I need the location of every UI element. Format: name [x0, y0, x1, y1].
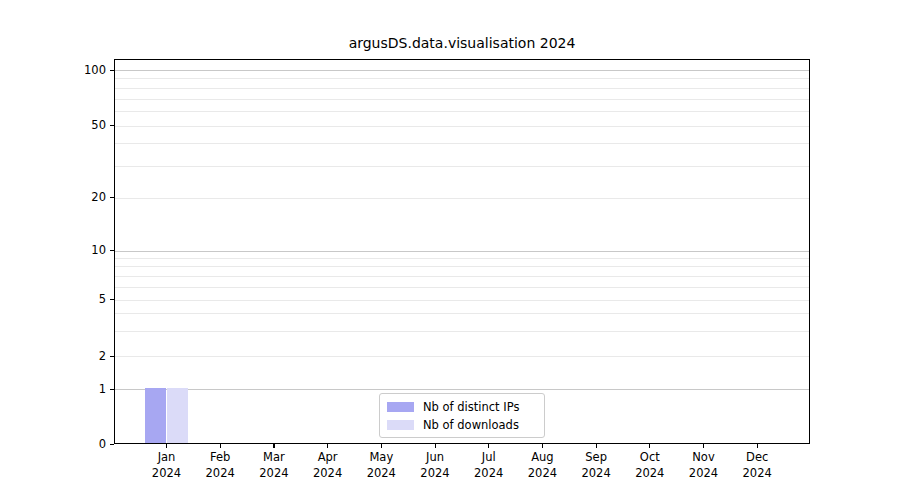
y-tick-mark-10	[110, 250, 114, 251]
x-tick-mark-jun-2024	[435, 444, 436, 448]
gridline-y-50	[115, 126, 809, 127]
y-tick-mark-1	[110, 389, 114, 390]
gridline-y-10	[115, 251, 809, 252]
legend-swatch-distinct-ips	[387, 402, 414, 412]
y-tick-label-2: 2	[30, 348, 106, 364]
y-tick-mark-100	[110, 70, 114, 71]
chart-figure: argusDS.data.visualisation 2024 Nb of di…	[0, 0, 900, 500]
legend-label-downloads: Nb of downloads	[423, 418, 519, 432]
bar-nb-of-downloads-jan-2024	[167, 388, 189, 443]
y-tick-label-50: 50	[30, 117, 106, 133]
gridline-y-7	[115, 276, 809, 277]
y-tick-label-10: 10	[30, 242, 106, 258]
x-tick-mark-nov-2024	[703, 444, 704, 448]
legend: Nb of distinct IPs Nb of downloads	[379, 393, 545, 438]
x-tick-mark-sep-2024	[596, 444, 597, 448]
x-tick-label-dec-2024: Dec 2024	[725, 450, 789, 481]
x-tick-mark-aug-2024	[542, 444, 543, 448]
gridline-y-40	[115, 143, 809, 144]
legend-label-distinct-ips: Nb of distinct IPs	[423, 400, 519, 414]
x-tick-mark-feb-2024	[220, 444, 221, 448]
gridline-y-100	[115, 70, 809, 71]
y-tick-label-1: 1	[30, 381, 106, 397]
y-tick-mark-50	[110, 125, 114, 126]
gridline-y-90	[115, 78, 809, 79]
legend-swatch-downloads	[387, 420, 414, 430]
gridline-y-6	[115, 287, 809, 288]
y-tick-label-0: 0	[30, 436, 106, 452]
chart-title: argusDS.data.visualisation 2024	[114, 35, 810, 51]
y-tick-label-20: 20	[30, 189, 106, 205]
y-tick-mark-0	[110, 444, 114, 445]
gridline-y-80	[115, 88, 809, 89]
x-tick-mark-jan-2024	[166, 444, 167, 448]
gridline-y-60	[115, 111, 809, 112]
x-tick-mark-jul-2024	[488, 444, 489, 448]
gridline-y-8	[115, 266, 809, 267]
gridline-y-9	[115, 258, 809, 259]
gridline-y-70	[115, 99, 809, 100]
gridline-y-1	[115, 389, 809, 390]
legend-entry-downloads: Nb of downloads	[387, 418, 537, 432]
legend-entry-distinct-ips: Nb of distinct IPs	[387, 400, 537, 414]
gridline-y-30	[115, 166, 809, 167]
gridline-y-3	[115, 331, 809, 332]
bar-nb-of-distinct-ips-jan-2024	[145, 388, 167, 443]
x-tick-mark-mar-2024	[273, 444, 274, 448]
y-tick-mark-20	[110, 197, 114, 198]
y-tick-mark-2	[110, 356, 114, 357]
x-tick-mark-oct-2024	[649, 444, 650, 448]
x-tick-mark-dec-2024	[757, 444, 758, 448]
x-tick-mark-apr-2024	[327, 444, 328, 448]
gridline-y-4	[115, 313, 809, 314]
y-tick-label-5: 5	[30, 291, 106, 307]
gridline-y-20	[115, 198, 809, 199]
x-tick-mark-may-2024	[381, 444, 382, 448]
gridline-y-2	[115, 356, 809, 357]
gridline-y-5	[115, 300, 809, 301]
y-tick-mark-5	[110, 299, 114, 300]
plot-area: Nb of distinct IPs Nb of downloads	[114, 59, 810, 444]
y-tick-label-100: 100	[30, 62, 106, 78]
